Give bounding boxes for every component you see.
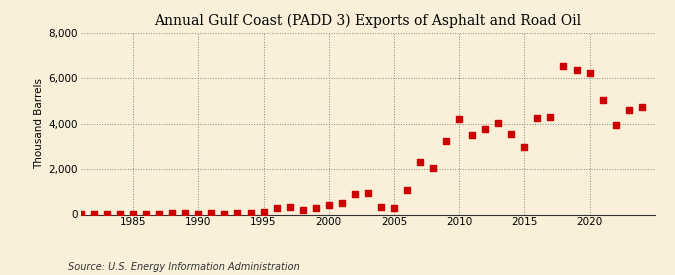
Point — [362, 191, 373, 195]
Point — [193, 212, 204, 216]
Point — [167, 211, 178, 216]
Point — [76, 212, 86, 216]
Point — [428, 166, 439, 170]
Point — [206, 211, 217, 215]
Point — [467, 133, 478, 137]
Point — [480, 127, 491, 132]
Point — [323, 203, 334, 208]
Point — [128, 212, 138, 216]
Point — [389, 205, 400, 210]
Point — [336, 201, 347, 205]
Point — [271, 205, 282, 210]
Point — [454, 117, 464, 122]
Point — [597, 98, 608, 102]
Point — [545, 115, 556, 119]
Point — [584, 70, 595, 75]
Point — [623, 108, 634, 112]
Point — [350, 192, 360, 196]
Point — [180, 211, 191, 216]
Point — [154, 211, 165, 216]
Point — [141, 212, 152, 216]
Point — [519, 145, 530, 149]
Point — [402, 187, 412, 192]
Point — [493, 120, 504, 125]
Point — [441, 139, 452, 143]
Point — [610, 123, 621, 127]
Point — [297, 208, 308, 212]
Title: Annual Gulf Coast (PADD 3) Exports of Asphalt and Road Oil: Annual Gulf Coast (PADD 3) Exports of As… — [155, 13, 581, 28]
Point — [637, 104, 647, 109]
Point — [258, 210, 269, 214]
Point — [88, 212, 99, 216]
Point — [375, 204, 386, 209]
Text: Source: U.S. Energy Information Administration: Source: U.S. Energy Information Administ… — [68, 262, 299, 272]
Point — [232, 211, 243, 215]
Point — [532, 116, 543, 120]
Point — [219, 211, 230, 216]
Point — [414, 160, 425, 164]
Point — [558, 64, 569, 68]
Y-axis label: Thousand Barrels: Thousand Barrels — [34, 78, 45, 169]
Point — [310, 206, 321, 211]
Point — [284, 204, 295, 209]
Point — [571, 68, 582, 73]
Point — [102, 212, 113, 216]
Point — [245, 210, 256, 215]
Point — [115, 212, 126, 216]
Point — [506, 132, 517, 136]
